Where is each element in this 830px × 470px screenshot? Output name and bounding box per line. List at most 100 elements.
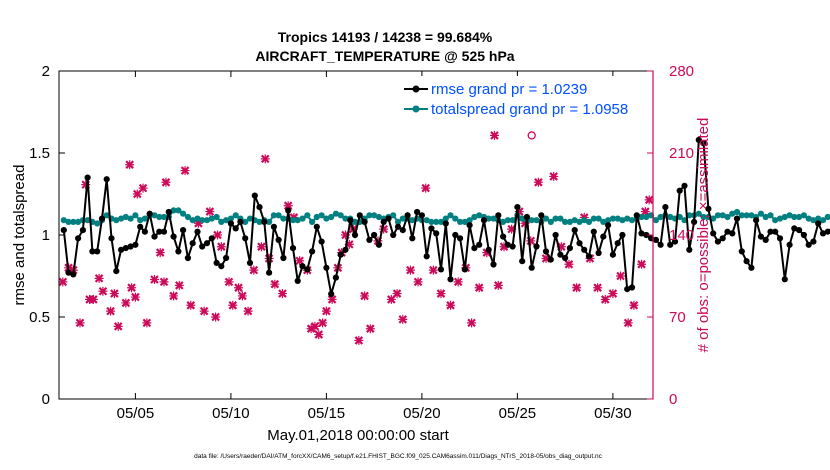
obs-assimilated-marker-cross [132, 189, 142, 199]
rmse-point [815, 220, 822, 227]
rmse-point [547, 256, 554, 263]
rmse-point [113, 268, 120, 275]
spread-point [619, 217, 626, 224]
obs-assimilated-marker-cross [533, 177, 543, 187]
spread-point [776, 215, 784, 222]
spread-point [461, 218, 468, 225]
rmse-point [581, 246, 588, 253]
spread-point [304, 212, 311, 219]
rmse-point [772, 228, 779, 235]
rmse-point [662, 204, 669, 211]
legend: rmse grand pr = 1.0239 totalspread grand… [400, 76, 644, 122]
x-tick-label: 05/05 [117, 405, 155, 422]
spread-point [428, 218, 435, 225]
rmse-point [351, 231, 359, 239]
rmse-point [232, 225, 239, 232]
obs-assimilated-marker-cross [637, 259, 647, 269]
rmse-point [495, 212, 502, 219]
spread-point [638, 213, 645, 221]
spread-point [194, 215, 201, 222]
rmse-point [184, 254, 191, 262]
rmse-point [79, 227, 86, 234]
rmse-point [332, 274, 339, 281]
rmse-point [762, 236, 769, 243]
rmse-point [753, 217, 760, 224]
obs-assimilated-marker-cross [228, 300, 238, 310]
obs-assimilated-marker-cross [386, 294, 396, 304]
obs-assimilated-marker-cross [260, 154, 270, 164]
rmse-point [118, 246, 125, 253]
rmse-point [705, 205, 712, 212]
obs-assimilated-marker-cross [493, 280, 503, 290]
spread-point [447, 212, 454, 219]
spread-point [667, 213, 674, 221]
rmse-point [208, 235, 215, 242]
obs-assimilated-marker-cross [453, 277, 463, 287]
legend-spread-marker [412, 105, 420, 113]
y-right-tick-label: 280 [669, 63, 694, 80]
y-axis-right-label: # of obs: o=possible; ×=assimilated [695, 118, 712, 353]
rmse-point [84, 174, 91, 181]
obs-assimilated-marker-cross [159, 277, 169, 287]
spread-point [552, 215, 559, 222]
rmse-point [619, 231, 626, 239]
obs-assimilated-marker-cross [446, 300, 456, 310]
spread-point [457, 218, 464, 225]
obs-assimilated-marker-cross [106, 306, 116, 316]
y-right-tick-label: 140 [669, 227, 694, 244]
rmse-point [729, 230, 736, 237]
spread-point [738, 212, 745, 219]
spread-point [433, 218, 440, 225]
obs-assimilated-marker-cross [211, 312, 221, 322]
rmse-point [776, 235, 784, 242]
obs-assimilated-marker-cross [85, 294, 95, 304]
spread-point [246, 215, 254, 222]
chart-title-line-2: AIRCRAFT_TEMPERATURE @ 525 hPa [255, 48, 514, 64]
rmse-point [562, 254, 569, 262]
rmse-point [643, 231, 650, 239]
spread-point [800, 212, 808, 219]
obs-assimilated-marker-cross [413, 277, 423, 287]
spread-point [566, 218, 574, 225]
rmse-point [657, 241, 664, 248]
rmse-point [385, 215, 392, 222]
rmse-point [375, 241, 382, 248]
rmse-point [246, 259, 254, 266]
obs-assimilated-marker-cross [174, 280, 184, 290]
spread-point [84, 217, 91, 224]
spread-point [528, 217, 535, 224]
spread-point [595, 215, 602, 222]
rmse-point [65, 269, 72, 276]
rmse-point [218, 263, 225, 270]
obs-assimilated-marker-cross [161, 177, 171, 187]
obs-assimilated-marker-cross [94, 273, 104, 283]
rmse-point [796, 227, 803, 234]
spread-point [256, 218, 263, 225]
rmse-point [328, 290, 335, 298]
chart-title-line-1: Tropics 14193 / 14238 = 99.684% [278, 29, 493, 45]
obs-assimilated-marker-cross [186, 300, 196, 310]
spread-point [332, 210, 339, 217]
spread-point [628, 217, 636, 224]
rmse-point [700, 140, 707, 147]
spread-point [242, 218, 249, 225]
obs-assimilated-marker-cross [199, 306, 209, 316]
spread-point [805, 215, 812, 222]
y-left-tick-label: 2 [42, 63, 50, 80]
x-tick-label: 05/30 [594, 405, 632, 422]
rmse-point [309, 248, 316, 255]
spread-point [733, 208, 741, 216]
x-tick-label: 05/10 [212, 405, 250, 422]
x-tick-label: 05/25 [499, 405, 537, 422]
rmse-point [108, 235, 115, 242]
rmse-point [98, 215, 106, 222]
spread-point [605, 217, 612, 224]
rmse-point [461, 266, 468, 273]
spread-point [819, 217, 827, 224]
rmse-point [414, 208, 421, 216]
rmse-point [127, 243, 134, 250]
rmse-point [533, 243, 540, 250]
x-tick-label: 05/20 [403, 405, 441, 422]
spread-point [452, 215, 459, 222]
spread-point [485, 215, 492, 222]
